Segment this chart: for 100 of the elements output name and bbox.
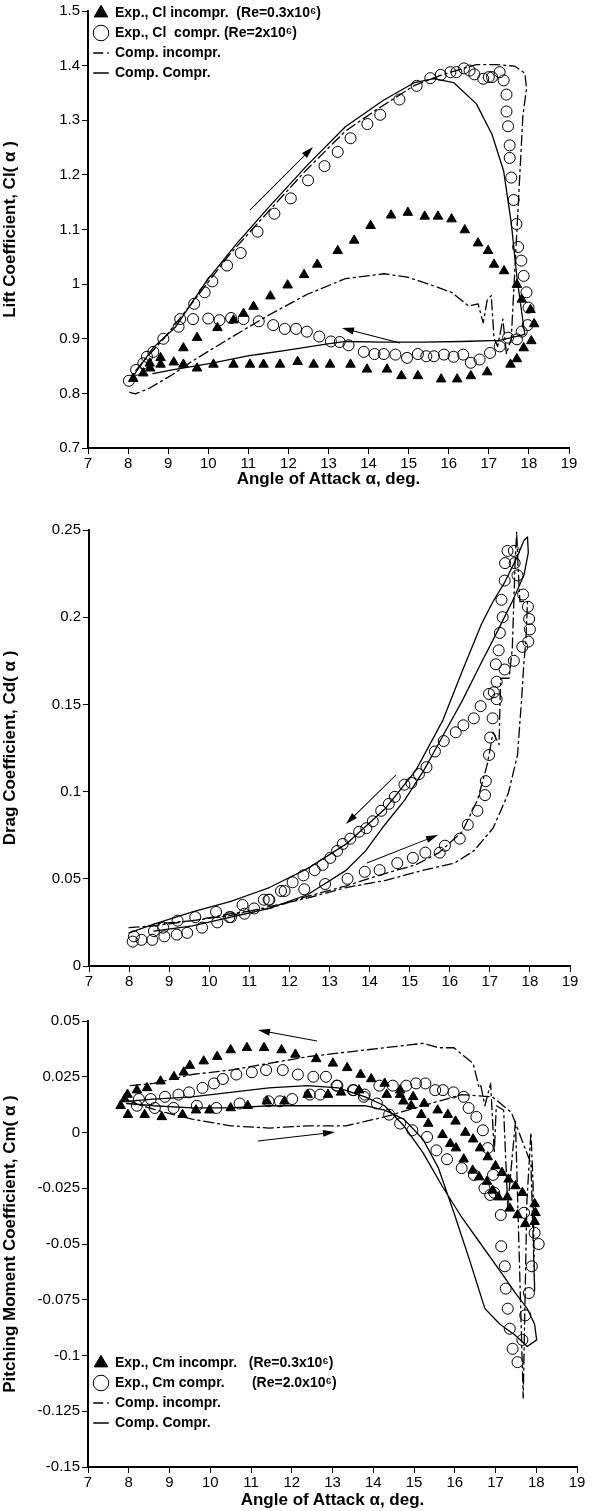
x-tick-label: 19 bbox=[560, 454, 578, 472]
x-tick-label: 15 bbox=[400, 454, 418, 472]
point bbox=[274, 358, 286, 368]
point bbox=[472, 237, 484, 247]
y-tick-label: 1 bbox=[71, 274, 80, 292]
y-tick-label: 0.025 bbox=[42, 1066, 80, 1084]
legend-label: Comp. incompr. bbox=[115, 43, 221, 60]
y-tick-label: -0.05 bbox=[45, 1234, 80, 1252]
point bbox=[481, 366, 493, 376]
point bbox=[138, 367, 149, 377]
point bbox=[488, 258, 500, 268]
y-tick-label: -0.125 bbox=[37, 1401, 80, 1419]
y-axis-title: Drag Coefficient, Cd( α ) bbox=[0, 650, 19, 846]
x-tick-label: 17 bbox=[481, 972, 499, 990]
point bbox=[505, 358, 516, 368]
legend-label: Comp. Compr. bbox=[115, 1413, 211, 1430]
x-tick-label: 19 bbox=[561, 972, 579, 990]
point bbox=[265, 290, 276, 300]
x-tick-label: 12 bbox=[281, 972, 298, 990]
x-tick-label: 14 bbox=[360, 454, 377, 472]
y-tick-label: 0.15 bbox=[51, 694, 81, 712]
point bbox=[528, 318, 540, 328]
x-tick-label: 16 bbox=[446, 1473, 464, 1491]
point bbox=[446, 213, 457, 223]
point bbox=[244, 358, 256, 368]
x-tick-label: 18 bbox=[520, 454, 538, 472]
y-tick-label: -0.075 bbox=[37, 1289, 80, 1307]
x-tick-label: 12 bbox=[280, 454, 297, 472]
y-tick-label: -0.025 bbox=[37, 1178, 80, 1196]
x-axis-title: Angle of Attack α, deg. bbox=[240, 1490, 425, 1510]
legend-label: Exp., Cm incompr. (Re=0.3x10⁶) bbox=[115, 1353, 334, 1370]
point bbox=[178, 358, 189, 368]
y-tick-label: 0 bbox=[71, 1122, 80, 1140]
y-tick-label: 0.2 bbox=[60, 607, 81, 625]
y-tick-label: 0.8 bbox=[59, 383, 80, 401]
point bbox=[128, 372, 139, 382]
point bbox=[258, 358, 269, 368]
x-tick-label: 9 bbox=[164, 972, 174, 990]
y-tick-label: 1.1 bbox=[59, 219, 80, 237]
point bbox=[465, 369, 477, 380]
point bbox=[482, 244, 494, 255]
x-tick-label: 10 bbox=[201, 1473, 219, 1491]
y-tick-label: 1.3 bbox=[59, 110, 80, 128]
point bbox=[412, 369, 424, 380]
point bbox=[435, 373, 447, 383]
x-tick-label: 7 bbox=[83, 454, 93, 472]
x-tick-label: 16 bbox=[441, 972, 459, 990]
point bbox=[459, 224, 471, 234]
point bbox=[385, 209, 397, 219]
x-tick-label: 18 bbox=[521, 972, 539, 990]
x-tick-label: 11 bbox=[243, 1473, 259, 1491]
x-tick-label: 8 bbox=[124, 972, 134, 990]
x-tick-label: 11 bbox=[240, 454, 257, 472]
point bbox=[324, 358, 336, 368]
y-tick-label: 0.25 bbox=[51, 520, 81, 538]
point bbox=[402, 206, 414, 216]
point bbox=[518, 342, 529, 352]
point bbox=[361, 363, 373, 373]
point bbox=[348, 234, 360, 244]
y-tick-label: 0.05 bbox=[51, 868, 81, 886]
point bbox=[212, 321, 223, 332]
x-tick-label: 12 bbox=[283, 1473, 301, 1491]
x-tick-label: 13 bbox=[324, 1473, 341, 1491]
point bbox=[208, 358, 219, 368]
legend-label: Exp., Cl compr. (Re=2x10⁶) bbox=[115, 23, 297, 40]
point bbox=[191, 331, 203, 341]
x-tick-label: 16 bbox=[440, 454, 458, 472]
point bbox=[381, 363, 393, 373]
point bbox=[155, 351, 166, 362]
point bbox=[332, 244, 343, 255]
point bbox=[511, 278, 523, 288]
x-tick-label: 13 bbox=[320, 454, 337, 472]
point bbox=[298, 268, 310, 279]
x-tick-label: 14 bbox=[361, 972, 378, 990]
x-tick-label: 18 bbox=[527, 1473, 545, 1491]
x-tick-label: 7 bbox=[83, 1473, 93, 1491]
point bbox=[178, 342, 189, 352]
y-tick-label: 1.4 bbox=[59, 55, 80, 73]
x-tick-label: 13 bbox=[321, 972, 338, 990]
point bbox=[308, 358, 319, 368]
point bbox=[292, 355, 303, 365]
x-tick-label: 19 bbox=[568, 1473, 586, 1491]
y-tick-label: 0 bbox=[72, 956, 81, 974]
y-tick-label: 0.7 bbox=[59, 438, 80, 456]
point bbox=[432, 210, 444, 220]
point bbox=[345, 358, 356, 368]
point bbox=[516, 293, 527, 303]
y-axis-title: Lift Coefficient, Cl( α ) bbox=[0, 141, 19, 318]
x-axis-title: Angle of Attack α, deg. bbox=[236, 469, 421, 489]
x-tick-label: 10 bbox=[199, 454, 217, 472]
point bbox=[365, 219, 376, 229]
point bbox=[419, 210, 430, 220]
point bbox=[282, 279, 293, 289]
point bbox=[248, 300, 259, 310]
x-tick-label: 14 bbox=[364, 1473, 382, 1491]
y-tick-label: 1.2 bbox=[59, 165, 80, 183]
y-tick-label: -0.15 bbox=[45, 1457, 80, 1475]
legend-label: Comp. Compr. bbox=[115, 63, 211, 80]
x-tick-label: 9 bbox=[165, 1473, 174, 1491]
x-tick-label: 7 bbox=[84, 972, 94, 990]
